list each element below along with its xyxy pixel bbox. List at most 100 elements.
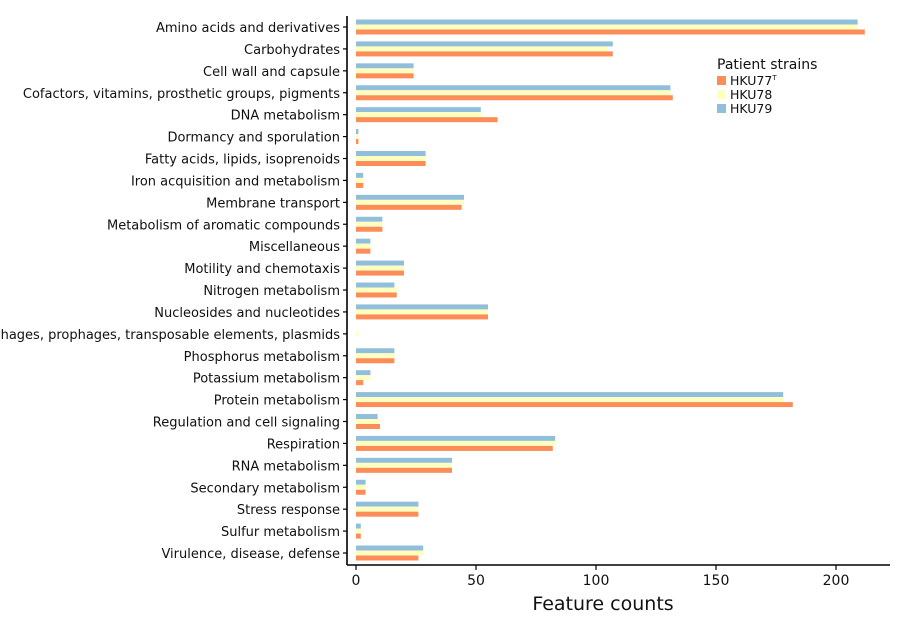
category-label: Nucleosides and nucleotides: [154, 306, 340, 321]
bar-hku77: [356, 95, 673, 101]
legend-title: Patient strains: [717, 57, 817, 73]
bar-hku79: [356, 260, 404, 266]
bar-hku79: [356, 545, 424, 551]
x-ticks: 0 50 100 150 200: [352, 565, 850, 589]
legend-swatch: [717, 76, 726, 85]
bar-hku78: [356, 287, 397, 293]
bar-hku77: [356, 204, 462, 210]
bar-hku79: [356, 107, 481, 113]
category-label: Metabolism of aromatic compounds: [107, 218, 340, 233]
bar-hku78: [356, 24, 858, 30]
category-label: Regulation and cell signaling: [153, 416, 340, 431]
bar-hku77: [356, 73, 414, 79]
bar-hku79: [356, 414, 378, 419]
category-label: Membrane transport: [206, 196, 340, 211]
bar-hku78: [356, 156, 426, 161]
bar-hku79: [356, 129, 359, 135]
category-label: Virulence, disease, defense: [161, 547, 340, 562]
bar-hku77: [356, 117, 498, 123]
bar-hku77: [356, 555, 419, 561]
bar-hku78: [356, 112, 481, 118]
bar-hku79: [356, 151, 426, 156]
category-label: Nitrogen metabolism: [203, 284, 340, 299]
x-tick-label: 200: [823, 573, 850, 589]
category-label: Respiration: [267, 437, 340, 452]
bar-hku79: [356, 282, 395, 288]
bar-hku78: [356, 265, 404, 271]
bar-hku77: [356, 182, 364, 188]
bar-hku79: [356, 523, 361, 529]
bar-hku77: [356, 380, 364, 386]
bar-hku78: [356, 221, 383, 227]
category-label: Cell wall and capsule: [203, 65, 340, 80]
category-label: Phages, prophages, transposable elements…: [0, 328, 340, 343]
bar-hku77: [356, 139, 359, 145]
bar-hku78: [356, 134, 359, 140]
bar-hku78: [356, 419, 380, 424]
bar-hku77: [356, 270, 404, 276]
bar-hku77: [356, 467, 452, 473]
legend-label: HKU78: [730, 87, 772, 102]
category-label: Amino acids and derivatives: [156, 21, 340, 36]
bar-hku77: [356, 29, 865, 35]
bar-hku79: [356, 370, 371, 376]
bar-hku78: [356, 331, 359, 337]
bar-hku79: [356, 435, 556, 441]
category-label: Secondary metabolism: [190, 481, 340, 496]
category-label: Carbohydrates: [244, 43, 340, 58]
category-label: Phosphorus metabolism: [184, 350, 340, 365]
bar-hku77: [356, 292, 397, 298]
bar-hku78: [356, 90, 671, 96]
bar-hku79: [356, 392, 784, 398]
bar-hku78: [356, 484, 366, 490]
bar-hku79: [356, 194, 464, 200]
bar-hku78: [356, 243, 371, 249]
category-label: Fatty acids, lipids, isoprenoids: [145, 153, 340, 168]
category-label: DNA metabolism: [231, 109, 340, 124]
bar-hku77: [356, 226, 383, 232]
bar-hku79: [356, 348, 395, 354]
bar-hku78: [356, 375, 371, 381]
x-tick-label: 0: [352, 573, 361, 589]
bar-hku77: [356, 445, 553, 451]
bars-layer: [356, 19, 865, 561]
x-axis-label: Feature counts: [532, 593, 673, 615]
bar-hku79: [356, 41, 613, 47]
category-label: Iron acquisition and metabolism: [131, 174, 340, 189]
bar-hku77: [356, 51, 613, 57]
bar-hku78: [356, 309, 488, 315]
bar-hku78: [356, 462, 452, 468]
bar-hku78: [356, 353, 395, 359]
category-label: Cofactors, vitamins, prosthetic groups, …: [23, 87, 340, 102]
bar-hku78: [356, 177, 364, 183]
bar-hku77: [356, 314, 488, 320]
category-label: Motility and chemotaxis: [184, 262, 340, 277]
category-label: RNA metabolism: [232, 459, 340, 474]
x-tick-label: 150: [703, 573, 730, 589]
bar-hku77: [356, 489, 366, 495]
category-label: Sulfur metabolism: [221, 525, 340, 540]
bar-hku78: [356, 440, 556, 446]
category-label: Miscellaneous: [249, 240, 340, 255]
category-label: Stress response: [237, 503, 340, 518]
bar-hku79: [356, 19, 858, 25]
bar-hku78: [356, 199, 464, 205]
bar-hku77: [356, 402, 793, 408]
bar-hku78: [356, 46, 608, 52]
bar-hku79: [356, 457, 452, 463]
category-label: Protein metabolism: [214, 394, 340, 409]
x-tick-label: 100: [583, 573, 610, 589]
category-label: Potassium metabolism: [193, 372, 340, 387]
bar-hku78: [356, 528, 361, 534]
bar-hku79: [356, 85, 671, 91]
bar-hku78: [356, 550, 424, 556]
bar-hku77: [356, 424, 380, 429]
legend-label: HKU77T: [730, 73, 777, 88]
bar-hku77: [356, 511, 419, 517]
legend-swatch: [717, 90, 726, 99]
bar-hku77: [356, 358, 395, 364]
bar-hku79: [356, 216, 383, 222]
bar-hku79: [356, 501, 419, 507]
bar-hku78: [356, 397, 784, 403]
bar-hku77: [356, 248, 371, 254]
